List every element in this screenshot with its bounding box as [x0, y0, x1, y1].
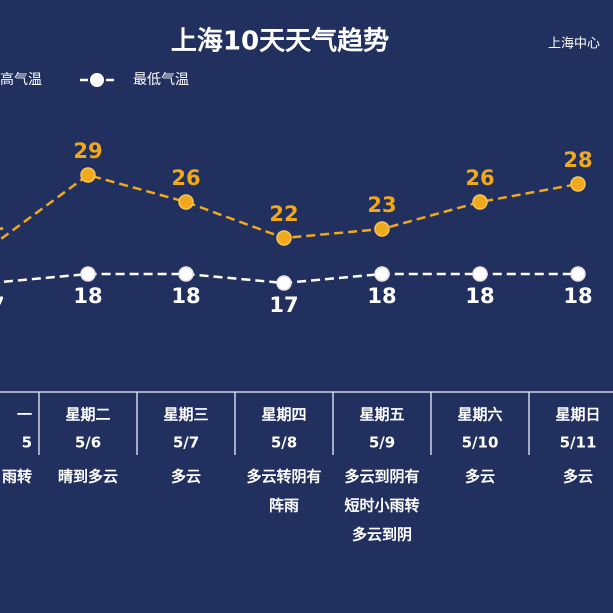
weather-desc: 多云转阴有 — [246, 468, 321, 486]
date-label: 5/9 — [369, 434, 395, 452]
day-label: 星期四 — [261, 406, 306, 424]
source: 上海中心 — [548, 37, 600, 52]
value-label: 18 — [465, 284, 494, 308]
weather-desc: 阵雨 — [269, 497, 299, 515]
day-label: 星期二 — [65, 406, 110, 424]
value-label: 21 — [0, 211, 5, 235]
date-label: 5/7 — [173, 434, 199, 452]
weather-desc: 雨转 — [2, 468, 32, 486]
point — [276, 230, 292, 246]
weather-desc: 多云 — [465, 468, 495, 486]
value-label: 26 — [465, 166, 494, 190]
date-label: 5 — [22, 434, 32, 452]
date-label: 5/11 — [560, 434, 597, 452]
point — [276, 275, 292, 291]
point — [570, 266, 586, 282]
point — [80, 266, 96, 282]
weather-desc: 多云到阴有 — [344, 468, 419, 486]
point — [570, 176, 586, 192]
date-label: 5/6 — [75, 434, 101, 452]
day-label: 星期六 — [457, 406, 502, 424]
value-label: 18 — [563, 284, 592, 308]
weather-desc: 短时小雨转 — [344, 497, 419, 515]
value-label: 17 — [0, 293, 5, 317]
value-label: 26 — [171, 166, 200, 190]
legend-marker — [90, 73, 104, 87]
value-label: 18 — [367, 284, 396, 308]
legend-label: 高气温 — [0, 71, 42, 88]
weather-desc: 多云 — [563, 468, 593, 486]
legend-label: 最低气温 — [133, 72, 189, 88]
point — [472, 266, 488, 282]
value-label: 22 — [269, 202, 298, 226]
point — [374, 221, 390, 237]
point — [472, 194, 488, 210]
day-label: 星期日 — [555, 406, 600, 424]
value-label: 17 — [269, 293, 298, 317]
day-label: 星期三 — [163, 406, 208, 424]
date-label: 5/8 — [271, 434, 297, 452]
point — [80, 167, 96, 183]
date-label: 5/10 — [462, 434, 499, 452]
value-label: 29 — [73, 139, 102, 163]
value-label: 23 — [367, 193, 396, 217]
point — [178, 266, 194, 282]
weather-desc: 多云到阴 — [352, 526, 412, 544]
point — [374, 266, 390, 282]
weather-desc: 晴到多云 — [58, 468, 118, 486]
chart-title: 上海10天天气趋势 — [171, 26, 389, 57]
value-label: 18 — [171, 284, 200, 308]
value-label: 28 — [563, 148, 592, 172]
value-label: 18 — [73, 284, 102, 308]
day-label: 星期五 — [359, 406, 404, 424]
weather-desc: 多云 — [171, 468, 201, 486]
point — [178, 194, 194, 210]
day-label: 一 — [17, 406, 32, 424]
